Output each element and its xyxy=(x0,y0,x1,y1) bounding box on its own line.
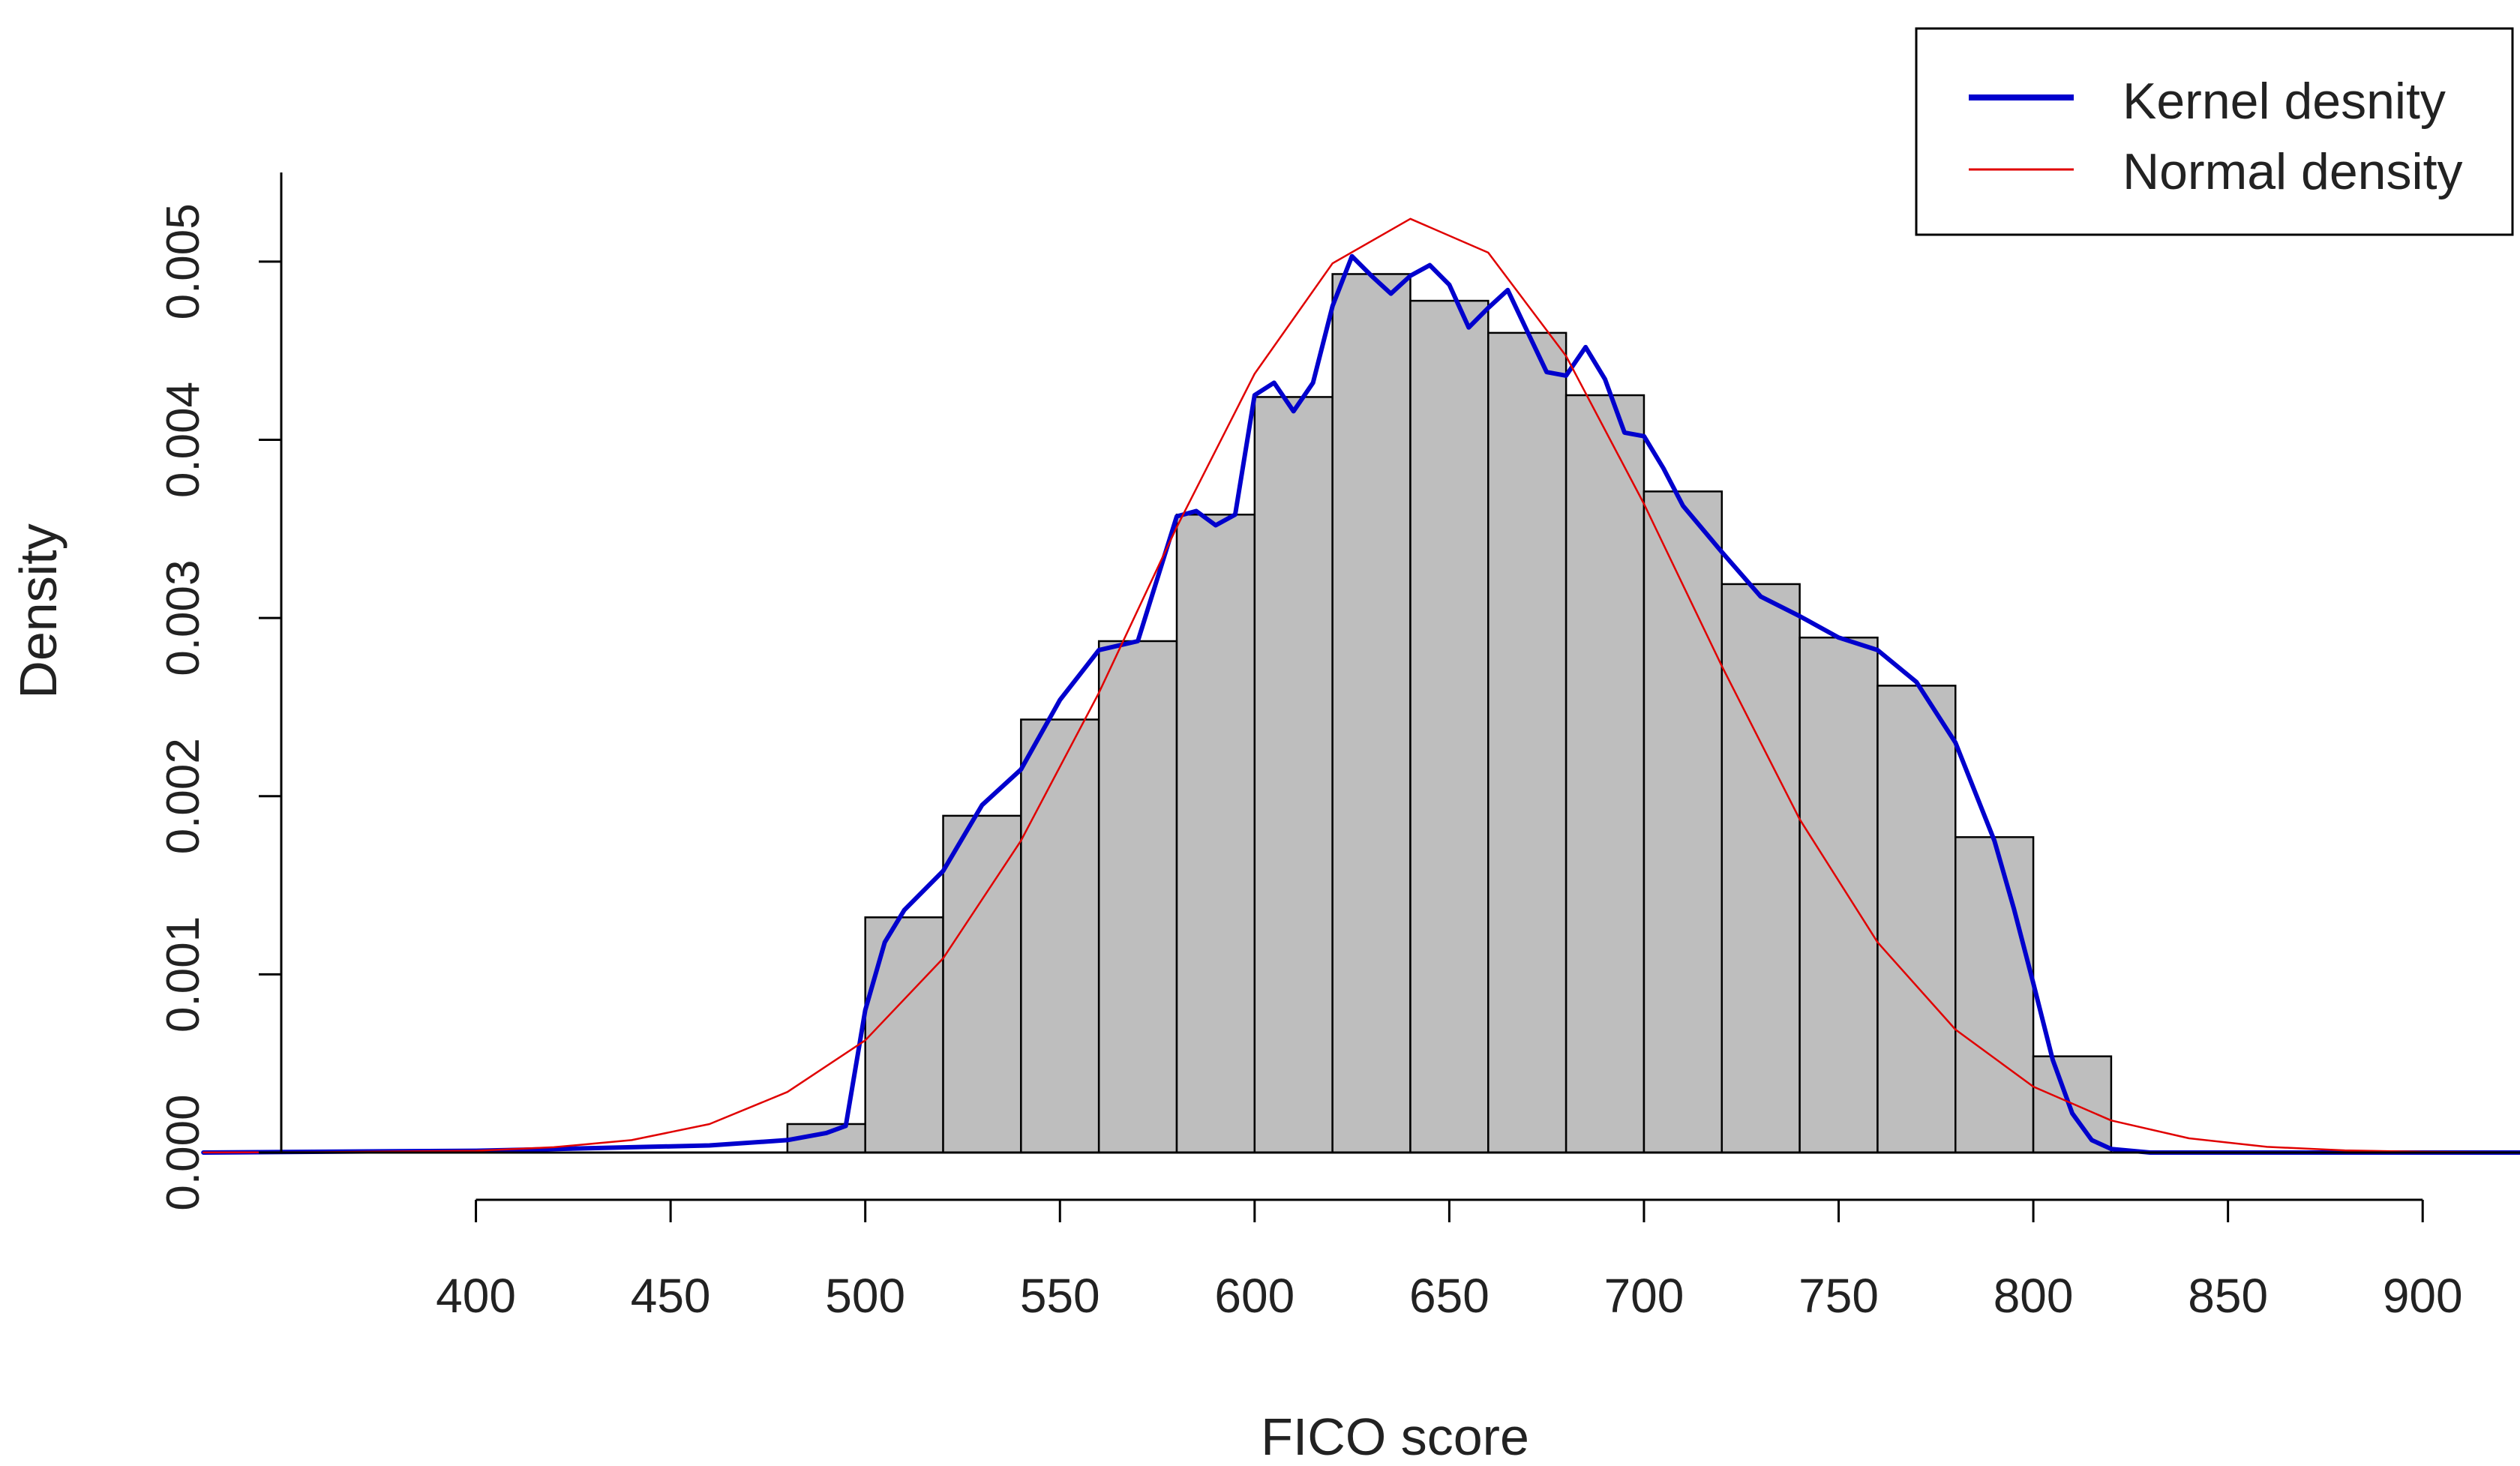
normal-density-line xyxy=(202,217,2520,1154)
y-axis: 0.000 0.001 0.002 0.003 0.004 0.005 xyxy=(158,203,281,1211)
histogram-bar-740-760 xyxy=(1798,636,1879,1154)
histogram-bar-500-520 xyxy=(864,916,944,1154)
y-tick-label-2: 0.002 xyxy=(158,738,209,854)
y-axis-label: Density xyxy=(9,523,68,698)
y-tick-label-0: 0.000 xyxy=(158,1094,209,1210)
x-tick-label-8: 800 xyxy=(1994,1269,2074,1323)
x-tick-label-1: 450 xyxy=(631,1269,711,1323)
histogram-bar-760-780 xyxy=(1876,685,1957,1154)
y-tick-label-3: 0.003 xyxy=(158,560,209,676)
x-axis: 400 450 500 550 600 650 700 750 800 850 900 xyxy=(436,1198,2463,1323)
histogram-bar-660-680 xyxy=(1487,331,1568,1154)
density-curves xyxy=(201,217,2520,1155)
x-tick-label-7: 750 xyxy=(1798,1269,1879,1323)
x-tick-label-3: 550 xyxy=(1020,1269,1100,1323)
x-tick-label-5: 650 xyxy=(1409,1269,1490,1323)
x-axis-label: FICO score xyxy=(1261,1408,1529,1466)
histogram-bar-680-700 xyxy=(1564,394,1646,1154)
histogram-bar-780-800 xyxy=(1954,836,2035,1154)
histogram-bar-540-560 xyxy=(1020,718,1100,1154)
histogram-bar-700-720 xyxy=(1642,490,1724,1154)
x-tick-label-4: 600 xyxy=(1214,1269,1294,1323)
histogram-bar-620-640 xyxy=(1331,273,1412,1154)
histogram-bar-520-540 xyxy=(942,814,1022,1154)
x-tick-label-6: 700 xyxy=(1604,1269,1684,1323)
kernel-density-line xyxy=(201,253,2520,1155)
histogram-bars xyxy=(786,273,2113,1154)
y-tick-label-5: 0.005 xyxy=(158,203,209,319)
x-tick-label-10: 900 xyxy=(2383,1269,2463,1323)
x-tick-label-2: 500 xyxy=(825,1269,905,1323)
y-tick-label-1: 0.001 xyxy=(158,916,209,1033)
legend-label-normal: Normal density xyxy=(2122,143,2463,200)
histogram-bar-560-580 xyxy=(1097,640,1178,1154)
histogram-bar-640-660 xyxy=(1409,299,1490,1154)
legend-box xyxy=(1915,27,2514,236)
histogram-bar-580-600 xyxy=(1175,514,1256,1154)
legend-label-kernel: Kernel desnity xyxy=(2122,73,2446,130)
histogram-bar-600-620 xyxy=(1253,396,1334,1154)
x-tick-label-0: 400 xyxy=(436,1269,516,1323)
legend: Kernel desnity Normal density xyxy=(1915,27,2514,236)
x-tick-label-9: 850 xyxy=(2188,1269,2268,1323)
histogram-bar-720-740 xyxy=(1720,583,1801,1154)
y-tick-label-4: 0.004 xyxy=(158,382,209,498)
